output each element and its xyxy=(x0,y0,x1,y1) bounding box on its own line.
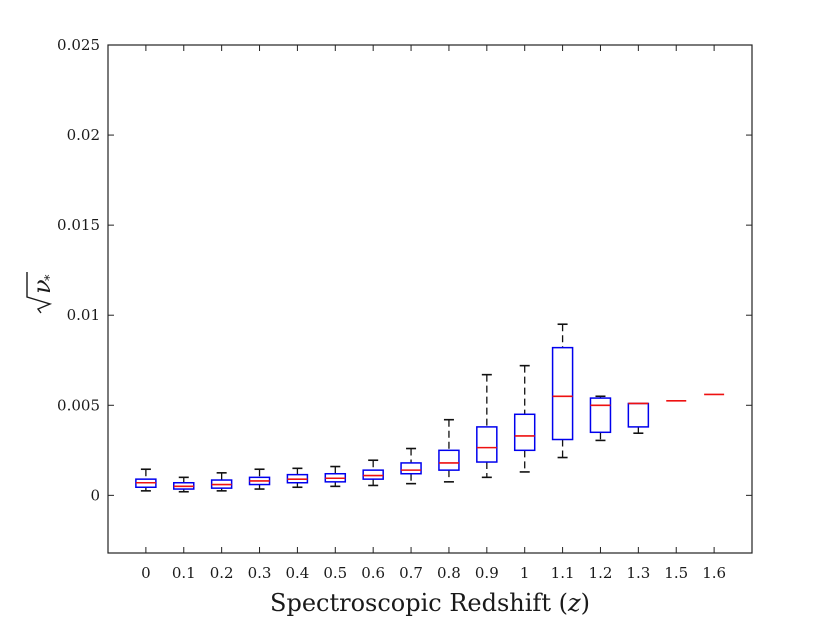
x-tick-label: 0.8 xyxy=(437,564,461,582)
box-group xyxy=(248,468,271,490)
x-tick-label: 0.2 xyxy=(210,564,234,582)
x-tick-label: 0 xyxy=(141,564,151,582)
y-tick-label: 0.01 xyxy=(67,306,100,324)
iqr-box xyxy=(362,469,384,480)
axes-frame xyxy=(107,44,753,554)
x-axis: 0 0.1 0.2 0.3 0.4 0.5 0.6 0.7 0.8 0.9 1 1.1 1.2 1.3 1.… xyxy=(141,45,726,582)
x-axis-title: Spectroscopic Redshift (z) xyxy=(270,589,590,617)
y-axis-title-symbol: ν xyxy=(28,279,56,294)
box-group xyxy=(135,468,157,492)
y-axis: 0 0.005 0.01 0.015 0.02 0.025 xyxy=(57,36,752,504)
x-axis-title-text: Spectroscopic Redshift ( xyxy=(270,589,568,617)
y-tick-label: 0.025 xyxy=(57,36,100,54)
box-group xyxy=(589,395,612,442)
x-tick-label: 1.5 xyxy=(664,564,688,582)
x-tick-label: 0.1 xyxy=(172,564,196,582)
iqr-box xyxy=(400,462,422,475)
x-tick-label: 1.2 xyxy=(589,564,613,582)
x-tick-label: 1 xyxy=(520,564,530,582)
box-group xyxy=(324,465,347,488)
x-tick-label: 1.3 xyxy=(626,564,650,582)
box-group xyxy=(476,373,498,479)
x-tick-label: 0.3 xyxy=(248,564,272,582)
iqr-box xyxy=(513,413,536,452)
x-tick-label: 1.1 xyxy=(551,564,575,582)
box-group xyxy=(551,323,574,459)
iqr-box xyxy=(476,426,498,463)
y-tick-label: 0.005 xyxy=(57,396,100,414)
x-axis-title-close: ) xyxy=(581,589,590,617)
box-group xyxy=(627,402,650,435)
x-tick-label: 0.6 xyxy=(361,564,385,582)
x-tick-label: 0.4 xyxy=(285,564,309,582)
x-tick-label: 0.9 xyxy=(475,564,499,582)
iqr-box xyxy=(551,346,574,441)
y-tick-label: 0.02 xyxy=(67,126,100,144)
x-axis-title-variable: z xyxy=(567,589,581,617)
box-group xyxy=(286,467,309,489)
box-group xyxy=(210,472,233,492)
plot-area xyxy=(107,44,753,554)
sqrt-radical-symbol xyxy=(26,272,53,314)
iqr-box xyxy=(589,397,612,434)
y-tick-label: 0 xyxy=(90,486,100,504)
x-tick-label: 0.7 xyxy=(399,564,423,582)
iqr-box xyxy=(438,449,460,471)
x-tick-label: 1.6 xyxy=(702,564,726,582)
iqr-box xyxy=(627,402,650,428)
box-group xyxy=(438,418,460,483)
box-group xyxy=(362,459,384,487)
x-tick-label: 0.5 xyxy=(323,564,347,582)
y-axis-title: ν * xyxy=(26,272,58,314)
box-group xyxy=(400,447,422,485)
y-tick-label: 0.015 xyxy=(57,216,100,234)
y-axis-title-subscript: * xyxy=(43,274,58,281)
box-group xyxy=(513,364,536,473)
box-group xyxy=(173,476,195,493)
